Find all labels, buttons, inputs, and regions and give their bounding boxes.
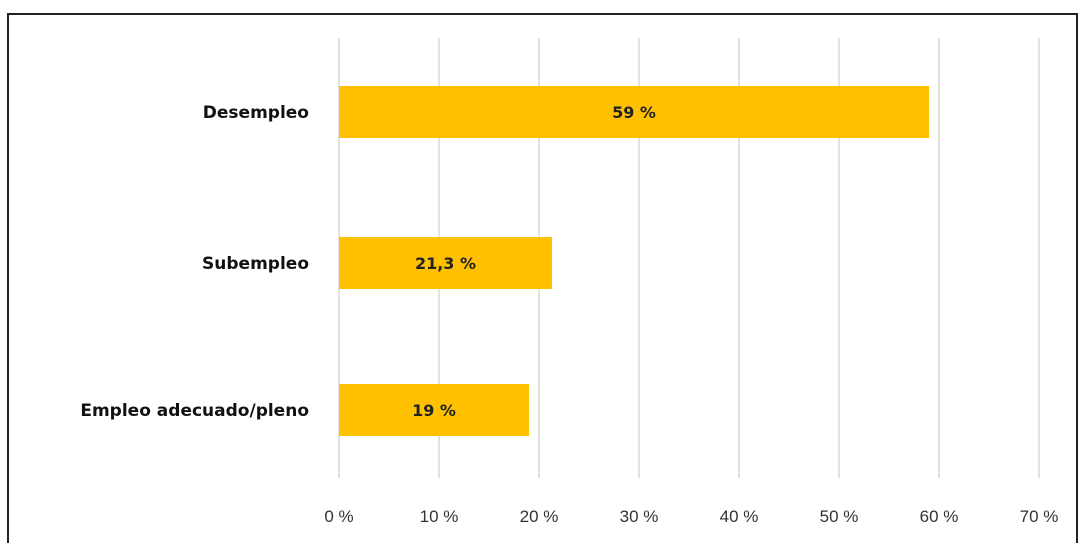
- category-label: Empleo adecuado/pleno: [80, 401, 309, 421]
- bars: [339, 86, 929, 436]
- category-labels: Desempleo Subempleo Empleo adecuado/pleno: [80, 103, 309, 421]
- bar-3: [339, 384, 529, 436]
- x-tick-label: 10 %: [420, 507, 459, 526]
- x-tick-label: 50 %: [820, 507, 859, 526]
- x-tick-label: 40 %: [720, 507, 759, 526]
- category-label: Desempleo: [203, 103, 309, 123]
- data-label: 21,3 %: [415, 254, 476, 273]
- data-labels: 59 % 21,3 % 19 %: [412, 103, 656, 420]
- x-axis-tick-labels: 0 % 10 % 20 % 30 % 40 % 50 % 60 % 70 %: [324, 507, 1058, 526]
- data-label: 19 %: [412, 401, 456, 420]
- bar-2: [339, 237, 552, 289]
- x-tick-label: 20 %: [520, 507, 559, 526]
- x-tick-label: 70 %: [1020, 507, 1059, 526]
- x-tick-label: 0 %: [324, 507, 353, 526]
- bar-1: [339, 86, 929, 138]
- x-tick-label: 60 %: [920, 507, 959, 526]
- category-label: Subempleo: [202, 254, 309, 274]
- x-tick-label: 30 %: [620, 507, 659, 526]
- data-label: 59 %: [612, 103, 656, 122]
